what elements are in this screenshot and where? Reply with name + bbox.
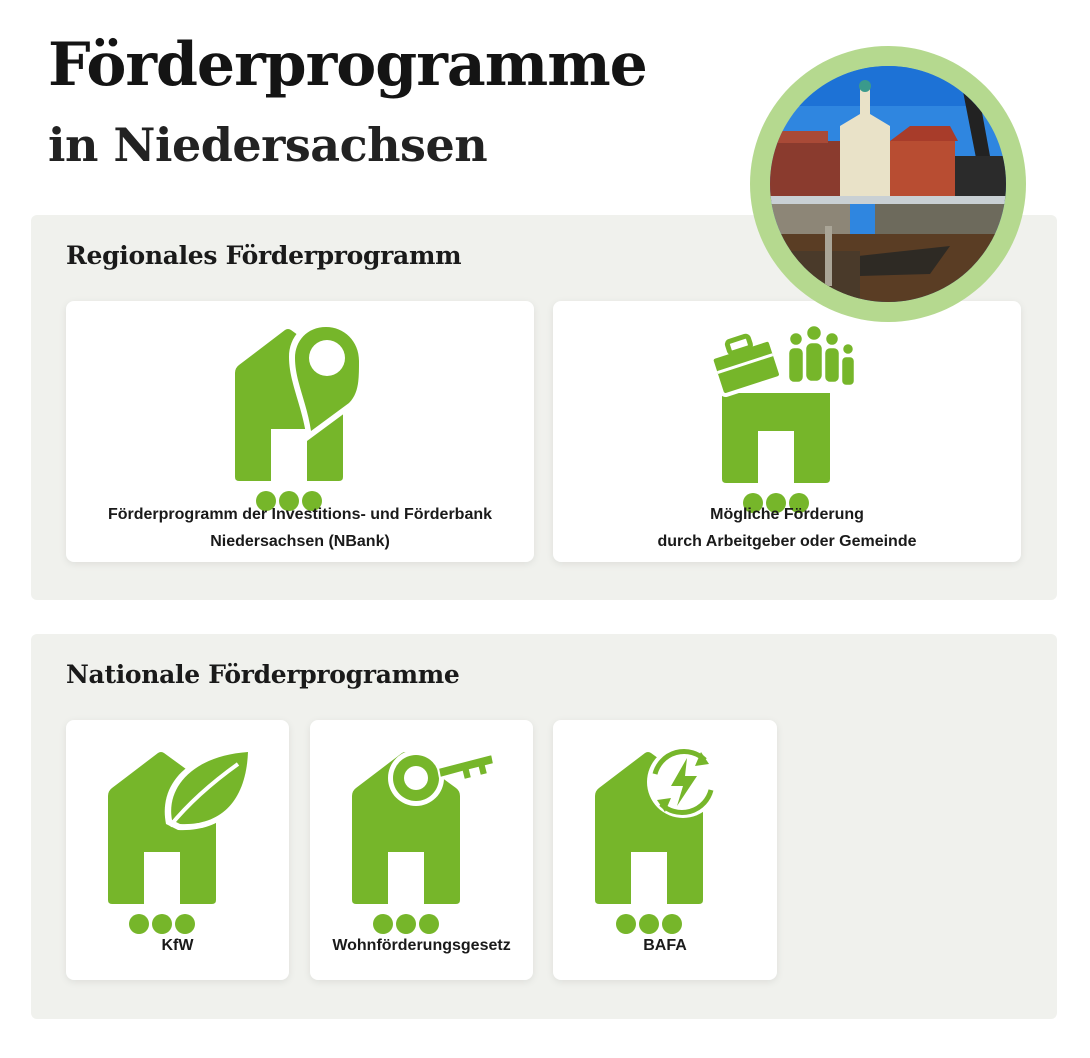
national-panel: Nationale Förderprogramme KfW Wohnförder… — [31, 634, 1057, 1019]
house-energy-icon — [595, 746, 719, 934]
card-arbeitgeber: Mögliche Förderung durch Arbeitgeber ode… — [553, 301, 1021, 562]
card-label: Mögliche Förderung durch Arbeitgeber ode… — [657, 506, 917, 550]
card-label: Wohnförderungsgesetz — [332, 937, 511, 954]
card-nbank: Förderprogramm der Investitions- und För… — [66, 301, 534, 562]
card-label: KfW — [161, 937, 194, 954]
national-heading: Nationale Förderprogramme — [66, 660, 460, 689]
card-label: BAFA — [643, 937, 687, 954]
card-label: Förderprogramm der Investitions- und För… — [107, 506, 493, 550]
page-title: Förderprogramme — [48, 30, 648, 100]
card-wohnfoerderungsgesetz: Wohnförderungsgesetz — [310, 720, 533, 980]
house-location-pin-icon — [235, 321, 365, 511]
house-leaf-icon — [107, 746, 254, 934]
house-briefcase-people-icon — [712, 323, 857, 513]
city-harbor-photo — [750, 46, 1026, 322]
regional-heading: Regionales Förderprogramm — [66, 241, 462, 270]
house-key-icon — [351, 750, 495, 934]
card-kfw: KfW — [66, 720, 289, 980]
card-bafa: BAFA — [553, 720, 777, 980]
page-subtitle: in Niedersachsen — [48, 118, 488, 172]
